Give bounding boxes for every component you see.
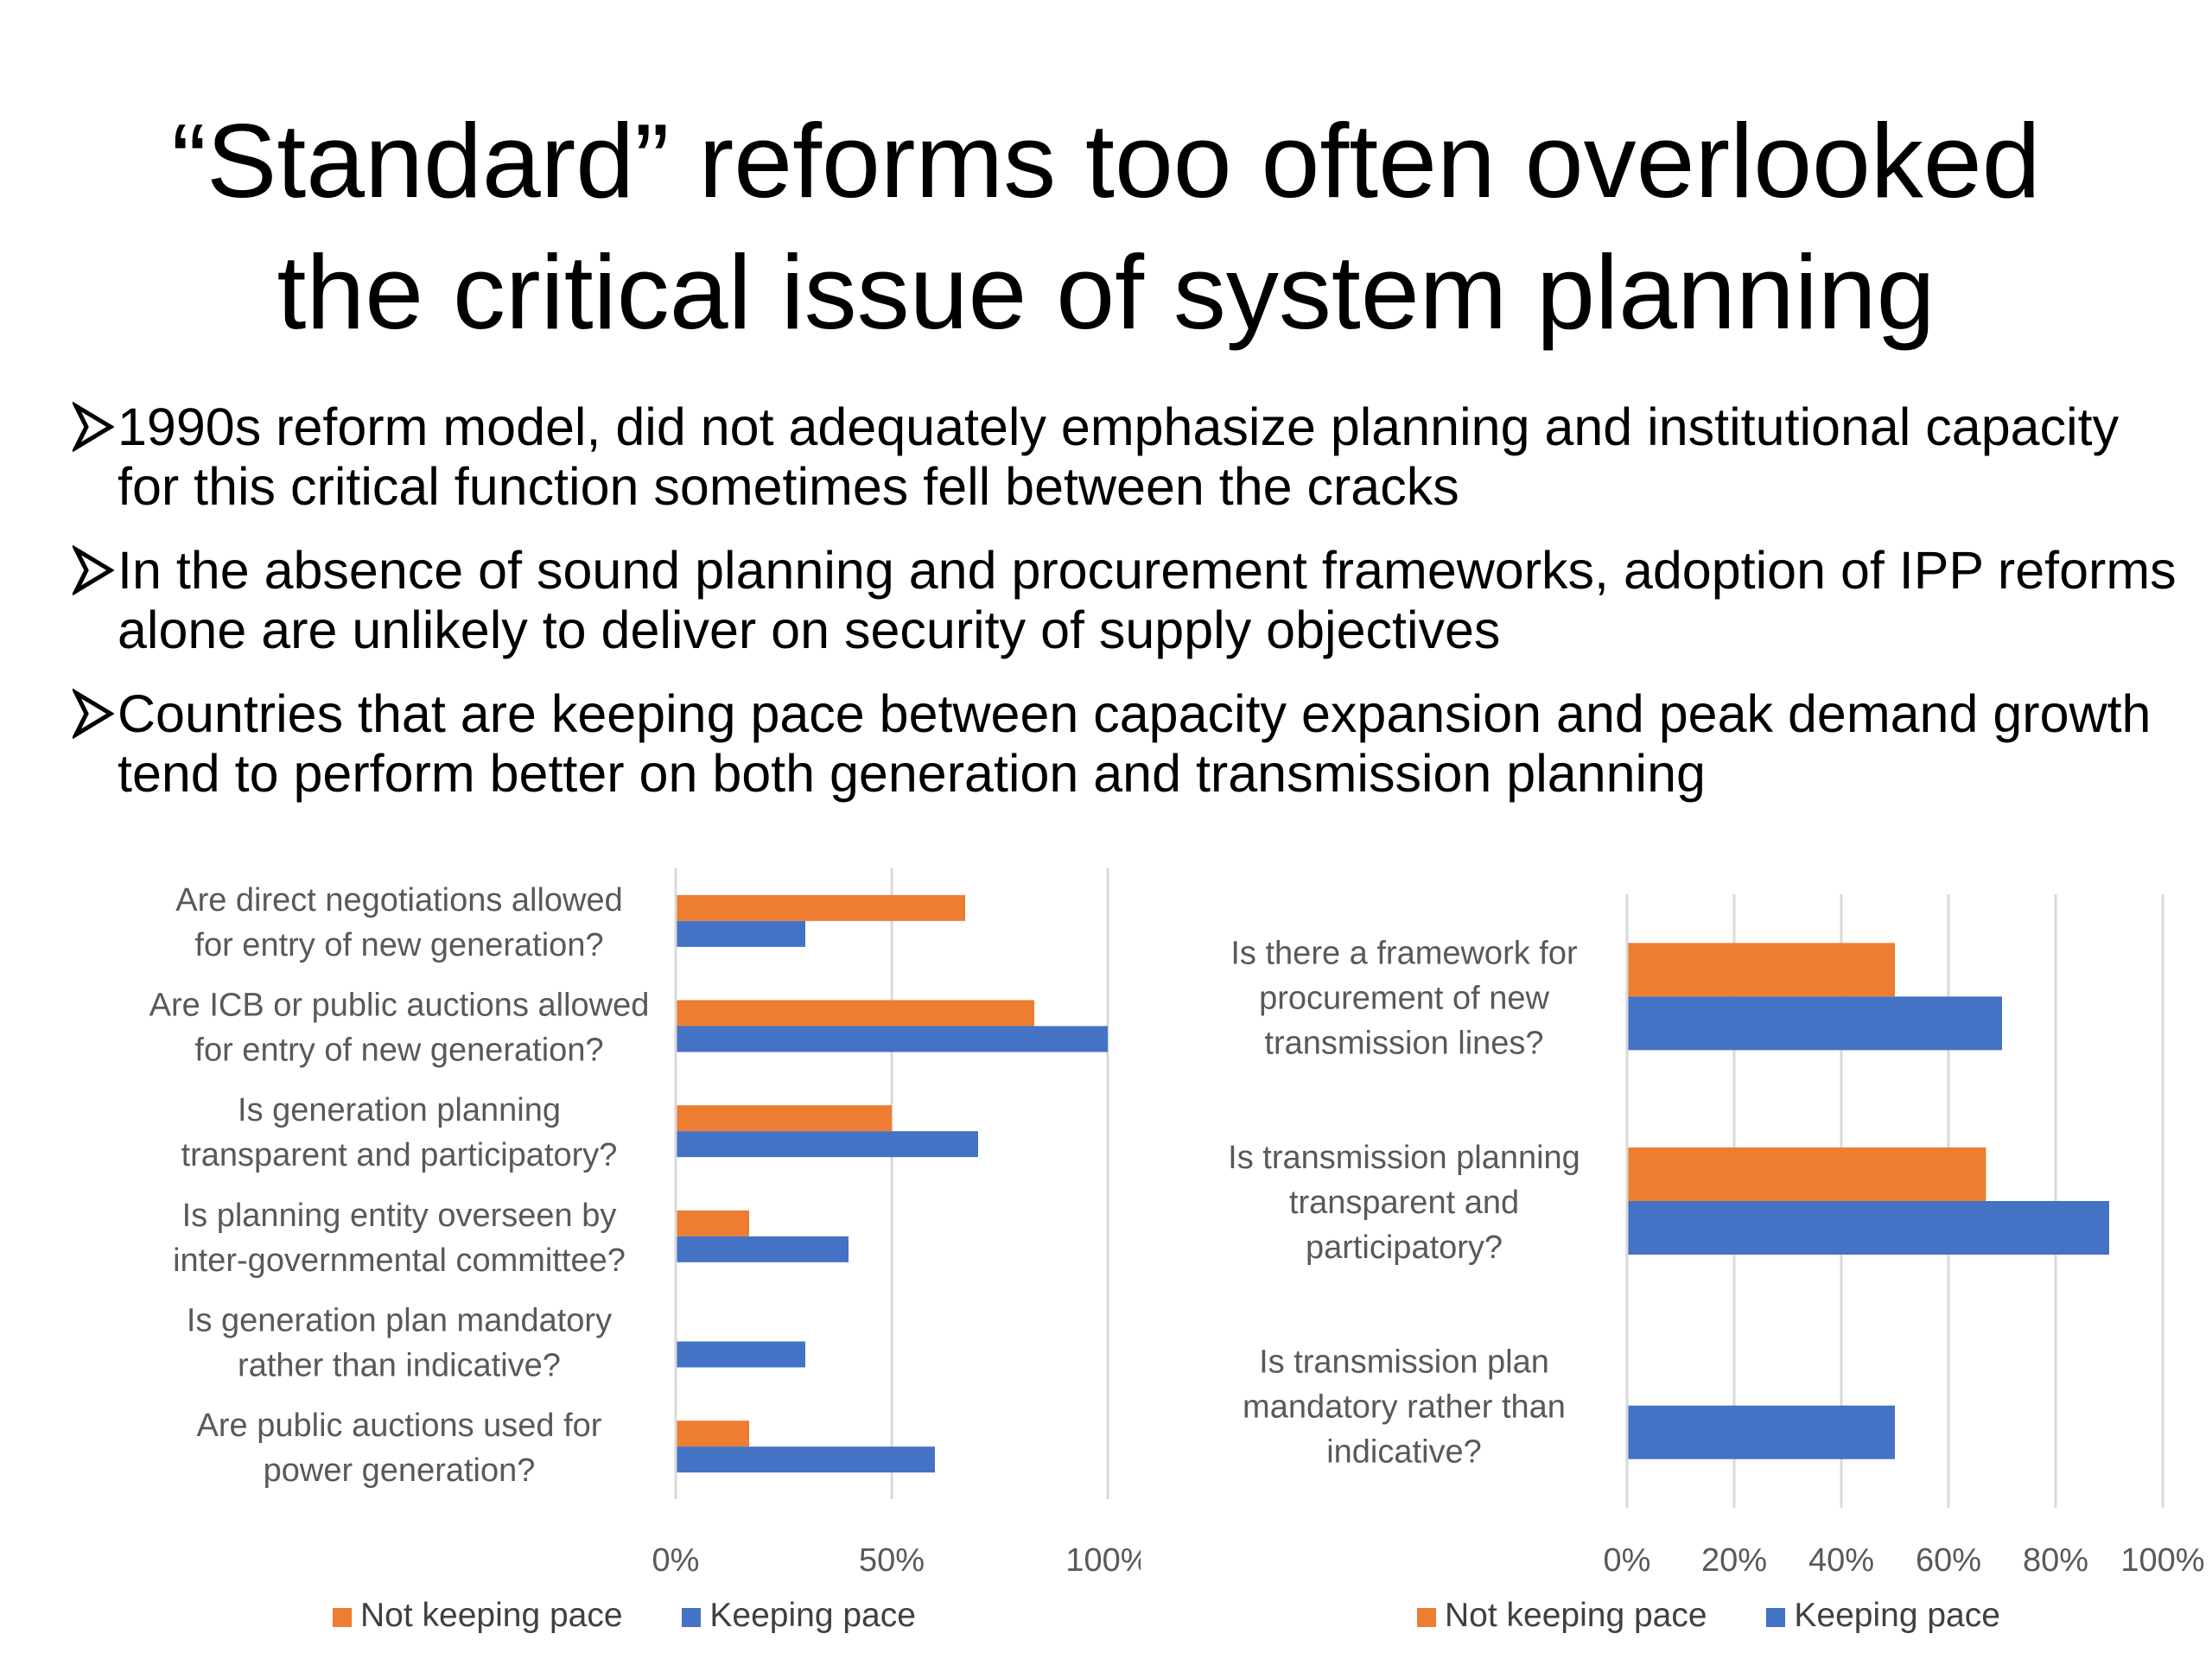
legend-label: Keeping pace [709, 1597, 916, 1634]
bar-keeping-pace [676, 1236, 849, 1262]
transmission-planning-chart-svg: 0% 20% 40% 60% 80% 100% Is there a framework f… [1228, 894, 2205, 1573]
legend-swatch-not-keeping-pace [1417, 1608, 1436, 1627]
legend-swatch-keeping-pace [682, 1608, 702, 1627]
legend-item-keeping-pace: Keeping pace [1766, 1597, 2000, 1635]
arrow-bullet-icon [73, 688, 114, 740]
bullet-item: In the absence of sound planning and pro… [73, 541, 2184, 660]
category-label: for entry of new generation? [194, 1033, 603, 1069]
bar-not-keeping-pace [676, 1000, 1034, 1027]
x-tick-label: 20% [1701, 1542, 1767, 1573]
x-tick-label: 100% [1065, 1542, 1141, 1573]
bar-keeping-pace [676, 1341, 805, 1368]
slide-title: “Standard” reforms too often overlooked … [69, 95, 2143, 358]
legend-label: Keeping pace [1794, 1597, 2000, 1634]
category-label: inter-governmental committee? [173, 1243, 626, 1279]
bar-not-keeping-pace [1627, 943, 1895, 997]
category-label: Are direct negotiations allowed [175, 882, 623, 918]
category-label: power generation? [264, 1452, 536, 1489]
x-tick-label: 50% [859, 1542, 925, 1573]
category-label: participatory? [1306, 1230, 1503, 1266]
arrow-bullet-icon [73, 544, 114, 596]
category-label: transparent and [1289, 1185, 1519, 1221]
legend-label: Not keeping pace [360, 1597, 623, 1634]
x-tick-label: 100% [2120, 1542, 2204, 1573]
category-label: transparent and participatory? [181, 1137, 618, 1173]
bar-keeping-pace [676, 1446, 935, 1473]
bar-not-keeping-pace [676, 1421, 749, 1447]
title-line-1: “Standard” reforms too often overlooked [171, 102, 2041, 219]
category-label: Is there a framework for [1230, 935, 1578, 971]
generation-planning-chart: 0% 50% 100% Are direct negotiations allowed… [0, 855, 1141, 1659]
category-label: Are ICB or public auctions allowed [149, 988, 650, 1024]
category-label: Is generation planning [238, 1092, 561, 1128]
category-label: Are public auctions used for [197, 1408, 602, 1444]
category-label: rather than indicative? [238, 1348, 561, 1384]
x-tick-label: 0% [652, 1542, 700, 1573]
bullet-list: 1990s reform model, did not adequately e… [73, 397, 2184, 828]
chart-legend: Not keeping pace Keeping pace [333, 1597, 966, 1635]
legend-item-not-keeping-pace: Not keeping pace [333, 1597, 623, 1635]
category-label: mandatory rather than [1243, 1389, 1566, 1426]
x-tick-label: 60% [1916, 1542, 1981, 1573]
category-label: Is transmission plan [1259, 1344, 1549, 1381]
legend-label: Not keeping pace [1445, 1597, 1707, 1634]
bullet-text-2: In the absence of sound planning and pro… [118, 541, 2177, 659]
category-label: transmission lines? [1264, 1025, 1543, 1061]
category-label: Is transmission planning [1228, 1140, 1580, 1176]
bullet-item: Countries that are keeping pace between … [73, 684, 2184, 804]
chart-legend: Not keeping pace Keeping pace [1417, 1597, 2050, 1635]
bullet-item: 1990s reform model, did not adequately e… [73, 397, 2184, 517]
category-label: Is planning entity overseen by [182, 1198, 617, 1234]
arrow-bullet-icon [73, 401, 114, 453]
bar-keeping-pace [676, 920, 805, 947]
category-label: Is generation plan mandatory [187, 1303, 612, 1339]
transmission-planning-chart: 0% 20% 40% 60% 80% 100% Is there a framework f… [1141, 855, 2212, 1659]
x-tick-label: 40% [1808, 1542, 1874, 1573]
bar-not-keeping-pace [1627, 1147, 1986, 1201]
bar-not-keeping-pace [676, 1105, 892, 1132]
category-label: indicative? [1326, 1434, 1482, 1471]
generation-planning-chart-svg: 0% 50% 100% Are direct negotiations allowed… [149, 868, 1141, 1573]
bullet-text-1: 1990s reform model, did not adequately e… [118, 397, 2120, 516]
category-label: procurement of new [1259, 980, 1549, 1016]
bar-keeping-pace [676, 1131, 978, 1158]
bar-not-keeping-pace [676, 894, 965, 921]
category-label: for entry of new generation? [194, 927, 603, 963]
x-tick-label: 0% [1604, 1542, 1651, 1573]
bar-keeping-pace [1627, 996, 2002, 1051]
legend-swatch-keeping-pace [1766, 1608, 1786, 1627]
bar-keeping-pace [1627, 1201, 2109, 1255]
bar-keeping-pace [1627, 1405, 1895, 1459]
legend-item-not-keeping-pace: Not keeping pace [1417, 1597, 1707, 1635]
title-line-2: the critical issue of system planning [276, 233, 1936, 351]
legend-item-keeping-pace: Keeping pace [682, 1597, 916, 1635]
x-tick-label: 80% [2023, 1542, 2088, 1573]
bar-keeping-pace [676, 1026, 1108, 1052]
legend-swatch-not-keeping-pace [333, 1608, 352, 1627]
bullet-text-3: Countries that are keeping pace between … [118, 684, 2152, 803]
bar-not-keeping-pace [676, 1210, 749, 1236]
